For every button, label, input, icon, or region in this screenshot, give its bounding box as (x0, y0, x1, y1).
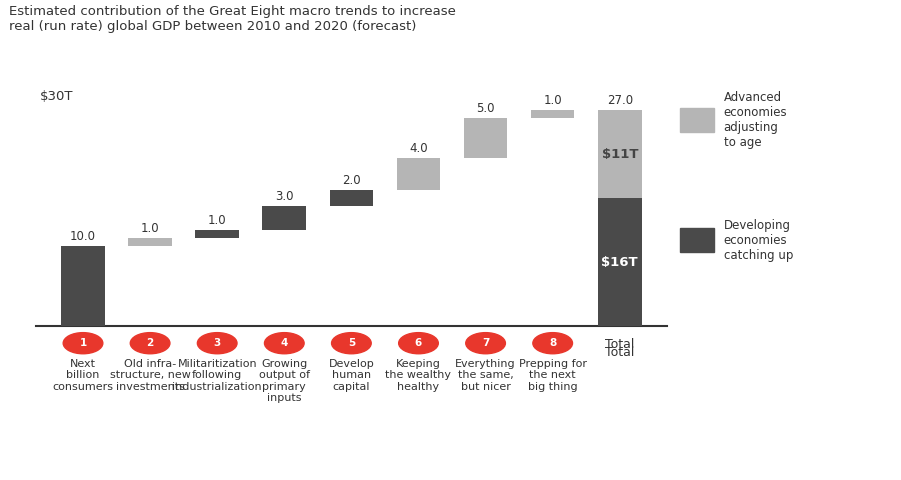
Text: Advanced
economies
adjusting
to age: Advanced economies adjusting to age (724, 91, 787, 149)
Text: Prepping for
the next
big thing: Prepping for the next big thing (519, 359, 587, 392)
Text: 4: 4 (280, 338, 288, 348)
Text: Develop
human
capital: Develop human capital (329, 359, 374, 392)
Text: 5.0: 5.0 (477, 102, 495, 115)
Text: Next
billion
consumers: Next billion consumers (52, 359, 114, 392)
Text: 2: 2 (147, 338, 154, 348)
Bar (128, 239, 172, 246)
Text: Old infra-
structure, new
investments: Old infra- structure, new investments (110, 359, 190, 392)
Text: Growing
output of
primary
inputs: Growing output of primary inputs (259, 359, 310, 403)
Text: 1.0: 1.0 (543, 94, 562, 107)
Text: 1.0: 1.0 (208, 214, 226, 227)
Text: 27.0: 27.0 (606, 94, 633, 107)
Bar (196, 230, 239, 239)
Text: $11T: $11T (602, 148, 638, 161)
Text: Developing
economies
catching up: Developing economies catching up (724, 218, 793, 262)
Text: 1: 1 (79, 338, 86, 348)
Bar (598, 198, 642, 326)
Bar (330, 191, 373, 206)
Text: 4.0: 4.0 (409, 142, 428, 155)
Bar (396, 158, 441, 191)
Text: 8: 8 (549, 338, 556, 348)
Bar (262, 206, 306, 230)
Text: 5: 5 (348, 338, 355, 348)
Text: Keeping
the wealthy
healthy: Keeping the wealthy healthy (386, 359, 451, 392)
Text: 6: 6 (414, 338, 422, 348)
Text: Estimated contribution of the Great Eight macro trends to increase
real (run rat: Estimated contribution of the Great Eigh… (9, 5, 456, 33)
Text: Total: Total (605, 347, 634, 360)
Text: 10.0: 10.0 (70, 230, 96, 243)
Text: 3.0: 3.0 (275, 190, 294, 203)
Text: 3: 3 (214, 338, 221, 348)
Bar (598, 110, 642, 198)
Text: $30T: $30T (40, 90, 73, 103)
Text: 2.0: 2.0 (342, 174, 360, 187)
Bar (61, 246, 105, 326)
Text: Total: Total (605, 338, 634, 351)
Text: $16T: $16T (602, 256, 638, 269)
Text: 7: 7 (482, 338, 489, 348)
Text: Militaritization
following
industrialization: Militaritization following industrializa… (172, 359, 262, 392)
Text: Everything
the same,
but nicer: Everything the same, but nicer (455, 359, 516, 392)
Bar (531, 110, 575, 119)
Bar (464, 119, 507, 158)
Text: 1.0: 1.0 (141, 222, 159, 235)
